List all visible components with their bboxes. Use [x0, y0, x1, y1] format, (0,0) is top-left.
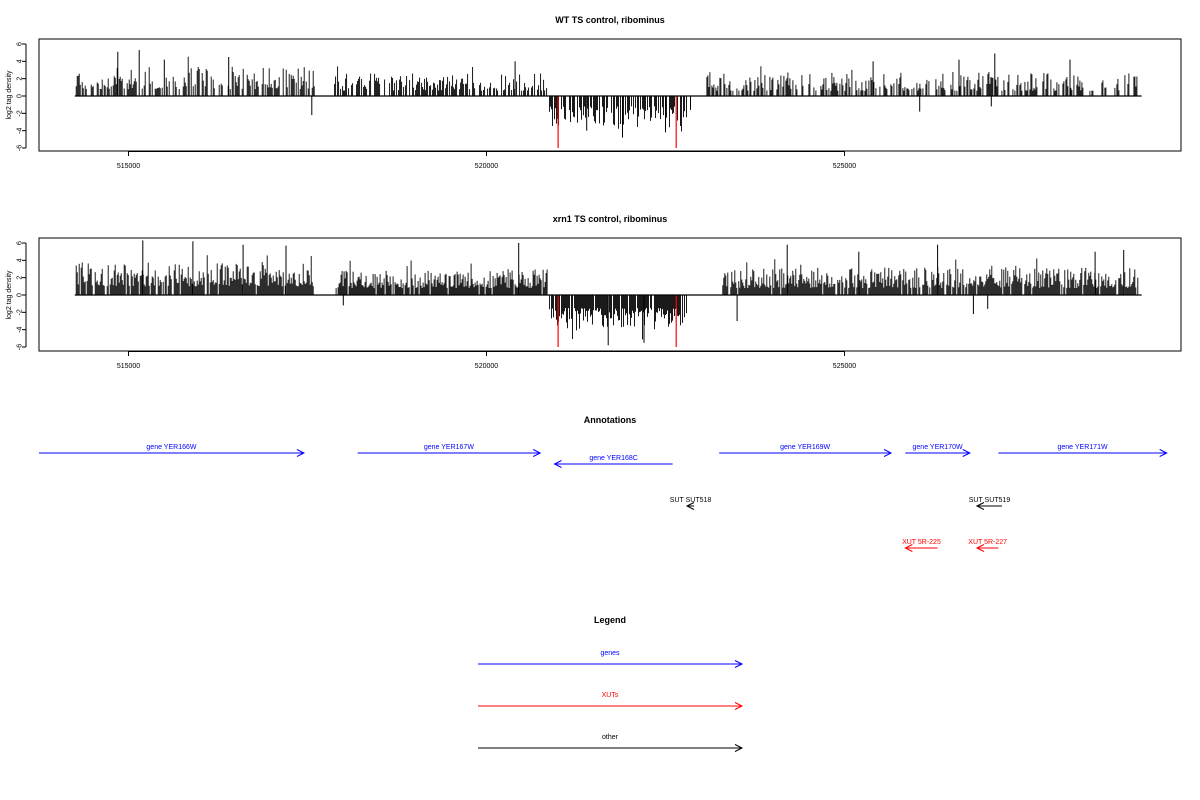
x-tick-label: 520000 — [475, 363, 498, 370]
legend-items: genes XUTs other — [478, 650, 744, 752]
feature-arrow-head — [883, 449, 893, 457]
annotations-title: Annotations — [584, 415, 637, 425]
y-ticks: -6 -4 -2 0 2 4 6 — [17, 241, 27, 350]
x-tick-label: 520000 — [475, 163, 498, 170]
legend-arrow-head — [734, 744, 744, 752]
feature-sut-sut518: SUT SUT518 — [670, 497, 712, 510]
y-tick-label: 0 — [17, 293, 24, 297]
legend-item-genes: genes — [478, 650, 744, 668]
legend-label: XUTs — [602, 692, 619, 699]
feature-gene-yer170w: gene YER170W — [905, 444, 971, 457]
legend-item-xuts: XUTs — [478, 692, 744, 710]
feature-arrow-head — [975, 502, 985, 510]
legend-label: other — [602, 734, 619, 741]
annotation-features: gene YER166W gene YER167W gene YER168C gene… — [39, 444, 1168, 552]
y-tick-label: -2 — [17, 110, 24, 116]
feature-gene-yer168c: gene YER168C — [553, 455, 673, 468]
feature-arrow-head — [962, 449, 971, 457]
feature-gene-yer171w: gene YER171W — [998, 444, 1168, 457]
feature-label: gene YER169W — [780, 444, 830, 451]
feature-arrow-head — [904, 544, 913, 552]
feature-label: SUT SUT518 — [670, 497, 712, 504]
feature-arrow-head — [532, 449, 542, 457]
feature-label: gene YER171W — [1058, 444, 1108, 451]
x-tick-label: 515000 — [117, 363, 140, 370]
y-tick-label: 4 — [17, 258, 24, 262]
plot-frame — [38, 38, 1182, 152]
x-tick-label: 515000 — [117, 163, 140, 170]
feature-arrow-head — [975, 544, 985, 552]
legend-arrow-head — [734, 702, 744, 710]
feature-xut-5r-227: XUT 5R-227 — [968, 539, 1007, 552]
x-tick-label: 525000 — [833, 163, 856, 170]
feature-label: XUT 5R-225 — [902, 539, 941, 546]
y-tick-label: 2 — [17, 77, 24, 81]
feature-arrow-head — [1159, 449, 1168, 457]
plot-frame — [38, 237, 1182, 352]
y-tick-label: 6 — [17, 42, 24, 46]
feature-xut-5r-225: XUT 5R-225 — [902, 539, 941, 552]
feature-arrow-head — [296, 449, 306, 457]
x-ticks: 515000 520000 525000 — [117, 151, 856, 170]
y-tick-label: -6 — [17, 145, 24, 151]
y-tick-label: 6 — [17, 241, 24, 245]
y-tick-label: 0 — [17, 94, 24, 98]
y-axis-label: log2 tag density — [6, 270, 13, 320]
annotations-panel: Annotations gene YER166W gene YER167Wgene… — [39, 415, 1168, 552]
bars — [75, 50, 1138, 148]
panel-title: xrn1 TS control, ribominus — [553, 214, 668, 224]
y-ticks: -6 -4 -2 0 2 4 6 — [17, 42, 27, 151]
feature-gene-yer166w: gene YER166W — [39, 444, 306, 457]
feature-arrow-head — [553, 460, 562, 468]
legend-item-other: other — [478, 734, 744, 752]
feature-gene-yer169w: gene YER169W — [719, 444, 893, 457]
y-axis-label: log2 tag density — [6, 70, 13, 120]
feature-label: XUT 5R-227 — [968, 539, 1007, 546]
legend-title: Legend — [594, 615, 626, 625]
feature-gene-yer167w: gene YER167W — [357, 444, 542, 457]
feature-arrow-head — [685, 502, 695, 510]
panel-wt: WT TS control, ribominus log2 tag densit… — [6, 15, 1182, 170]
y-tick-label: 2 — [17, 276, 24, 280]
x-ticks: 515000 520000 525000 — [117, 351, 856, 370]
legend-label: genes — [600, 650, 620, 657]
panel-title: WT TS control, ribominus — [555, 15, 665, 25]
feature-label: gene YER170W — [913, 444, 963, 451]
y-tick-label: 4 — [17, 59, 24, 63]
feature-label: gene YER167W — [424, 444, 474, 451]
y-tick-label: -6 — [17, 344, 24, 350]
legend-arrow-head — [734, 660, 744, 668]
feature-label: SUT SUT519 — [969, 497, 1011, 504]
legend: Legend genes XUTs other — [478, 615, 744, 752]
bars — [75, 240, 1139, 347]
feature-sut-sut519: SUT SUT519 — [969, 497, 1011, 510]
y-tick-label: -4 — [17, 326, 24, 332]
x-tick-label: 525000 — [833, 363, 856, 370]
panel-xrn1: xrn1 TS control, ribominus log2 tag dens… — [6, 214, 1182, 370]
feature-label: gene YER166W — [146, 444, 196, 451]
y-tick-label: -4 — [17, 127, 24, 133]
y-tick-label: -2 — [17, 309, 24, 315]
feature-label: gene YER168C — [589, 455, 638, 462]
